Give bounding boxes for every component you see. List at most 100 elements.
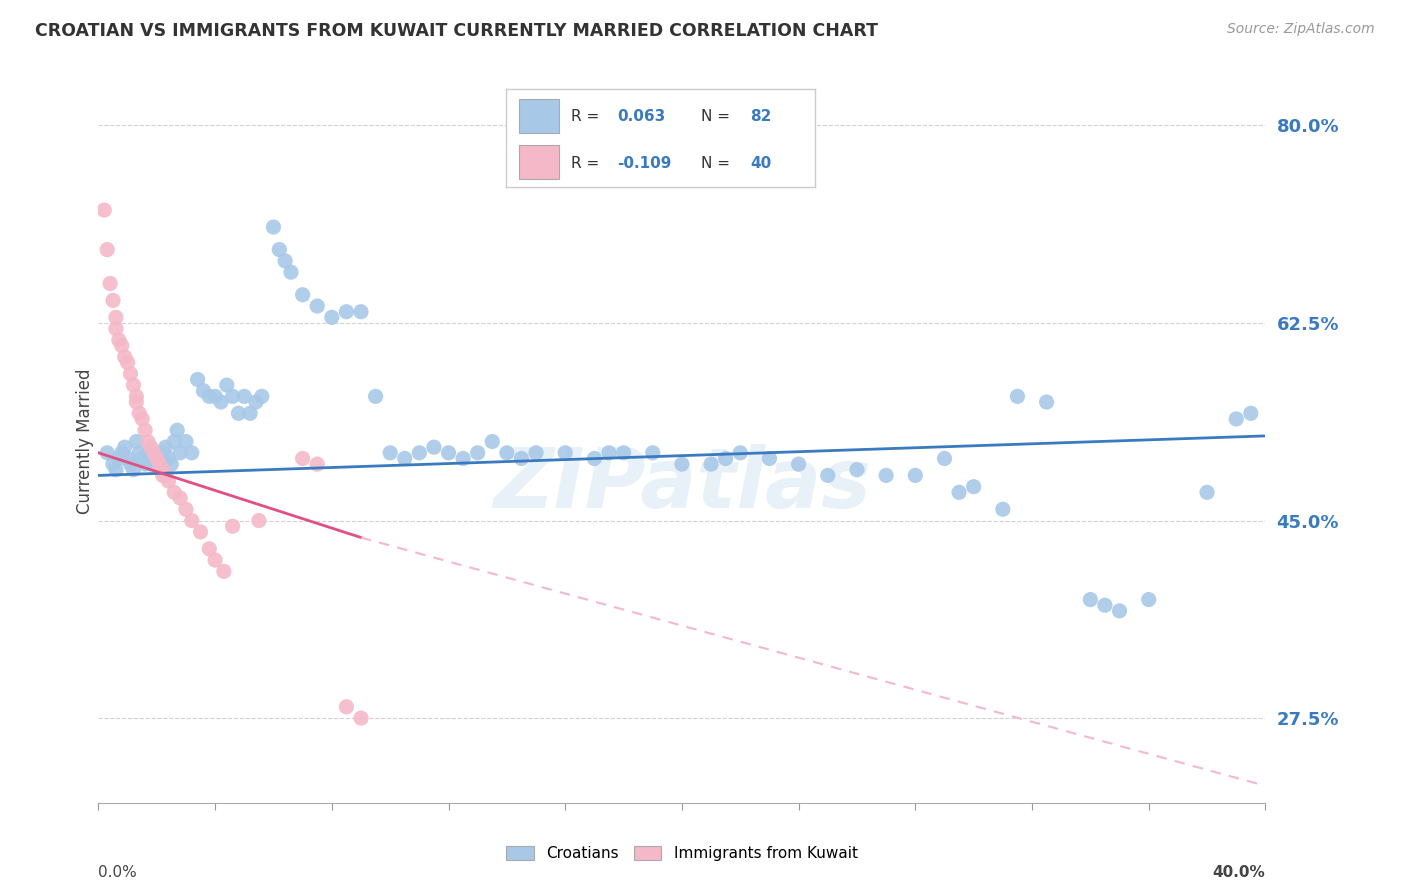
Point	[131, 451, 153, 466]
Point	[350, 304, 373, 318]
Point	[714, 451, 737, 466]
Point	[1094, 599, 1116, 613]
Point	[1225, 412, 1247, 426]
Point	[380, 446, 402, 460]
Point	[104, 321, 127, 335]
Point	[160, 457, 183, 471]
Point	[120, 367, 142, 381]
Point	[131, 412, 153, 426]
Point	[394, 451, 416, 466]
Point	[700, 457, 723, 471]
Point	[904, 468, 927, 483]
Point	[134, 423, 156, 437]
Point	[152, 446, 174, 460]
Point	[114, 350, 136, 364]
Point	[139, 457, 162, 471]
Point	[101, 457, 124, 471]
Point	[139, 440, 162, 454]
Point	[991, 502, 1014, 516]
Point	[187, 372, 209, 386]
Point	[98, 277, 121, 291]
Point	[1195, 485, 1218, 500]
Text: -0.109: -0.109	[617, 156, 672, 170]
Point	[239, 406, 262, 420]
Point	[155, 468, 177, 483]
Point	[155, 440, 177, 454]
Point	[198, 389, 221, 403]
Text: R =: R =	[571, 156, 599, 170]
Bar	[519, 99, 558, 133]
Point	[163, 434, 186, 449]
Point	[481, 434, 503, 449]
Point	[142, 446, 165, 460]
Point	[120, 457, 142, 471]
Point	[128, 406, 150, 420]
Point	[204, 553, 226, 567]
Text: R =: R =	[571, 109, 599, 124]
Point	[1080, 592, 1102, 607]
Point	[111, 446, 134, 460]
Point	[1108, 604, 1130, 618]
Point	[1137, 592, 1160, 607]
Text: Source: ZipAtlas.com: Source: ZipAtlas.com	[1227, 22, 1375, 37]
Bar	[519, 145, 558, 179]
Point	[96, 446, 118, 460]
Point	[250, 389, 273, 403]
Legend: Croatians, Immigrants from Kuwait: Croatians, Immigrants from Kuwait	[501, 840, 863, 867]
Point	[641, 446, 664, 460]
Point	[190, 524, 212, 539]
Point	[730, 446, 752, 460]
Point	[228, 406, 250, 420]
Point	[198, 541, 221, 556]
Point	[274, 253, 297, 268]
Point	[524, 446, 547, 460]
Point	[335, 304, 357, 318]
Text: N =: N =	[702, 109, 730, 124]
Point	[598, 446, 620, 460]
Point	[193, 384, 215, 398]
Point	[423, 440, 446, 454]
Point	[554, 446, 576, 460]
Point	[149, 457, 172, 471]
Point	[496, 446, 519, 460]
Text: 40: 40	[751, 156, 772, 170]
Point	[101, 293, 124, 308]
Point	[221, 389, 243, 403]
Point	[451, 451, 474, 466]
Point	[117, 451, 139, 466]
Text: N =: N =	[702, 156, 730, 170]
Text: 40.0%: 40.0%	[1212, 865, 1265, 880]
Point	[122, 378, 145, 392]
Point	[291, 287, 314, 301]
Point	[612, 446, 634, 460]
Point	[142, 446, 165, 460]
Y-axis label: Currently Married: Currently Married	[76, 368, 94, 515]
Text: 0.063: 0.063	[617, 109, 666, 124]
Point	[174, 502, 197, 516]
Point	[149, 457, 172, 471]
Point	[146, 451, 169, 466]
Point	[583, 451, 606, 466]
Point	[280, 265, 302, 279]
Point	[307, 457, 329, 471]
Text: 0.0%: 0.0%	[98, 865, 138, 880]
Point	[262, 220, 284, 235]
Point	[180, 514, 202, 528]
Point	[125, 395, 148, 409]
Point	[169, 446, 191, 460]
Point	[104, 463, 127, 477]
Point	[166, 423, 188, 437]
Point	[146, 451, 169, 466]
Point	[169, 491, 191, 505]
Point	[157, 451, 180, 466]
Text: 82: 82	[751, 109, 772, 124]
Point	[114, 440, 136, 454]
Point	[787, 457, 810, 471]
Point	[212, 565, 235, 579]
Point	[875, 468, 897, 483]
Point	[215, 378, 238, 392]
Point	[510, 451, 533, 466]
Point	[221, 519, 243, 533]
Point	[152, 463, 174, 477]
Point	[174, 434, 197, 449]
